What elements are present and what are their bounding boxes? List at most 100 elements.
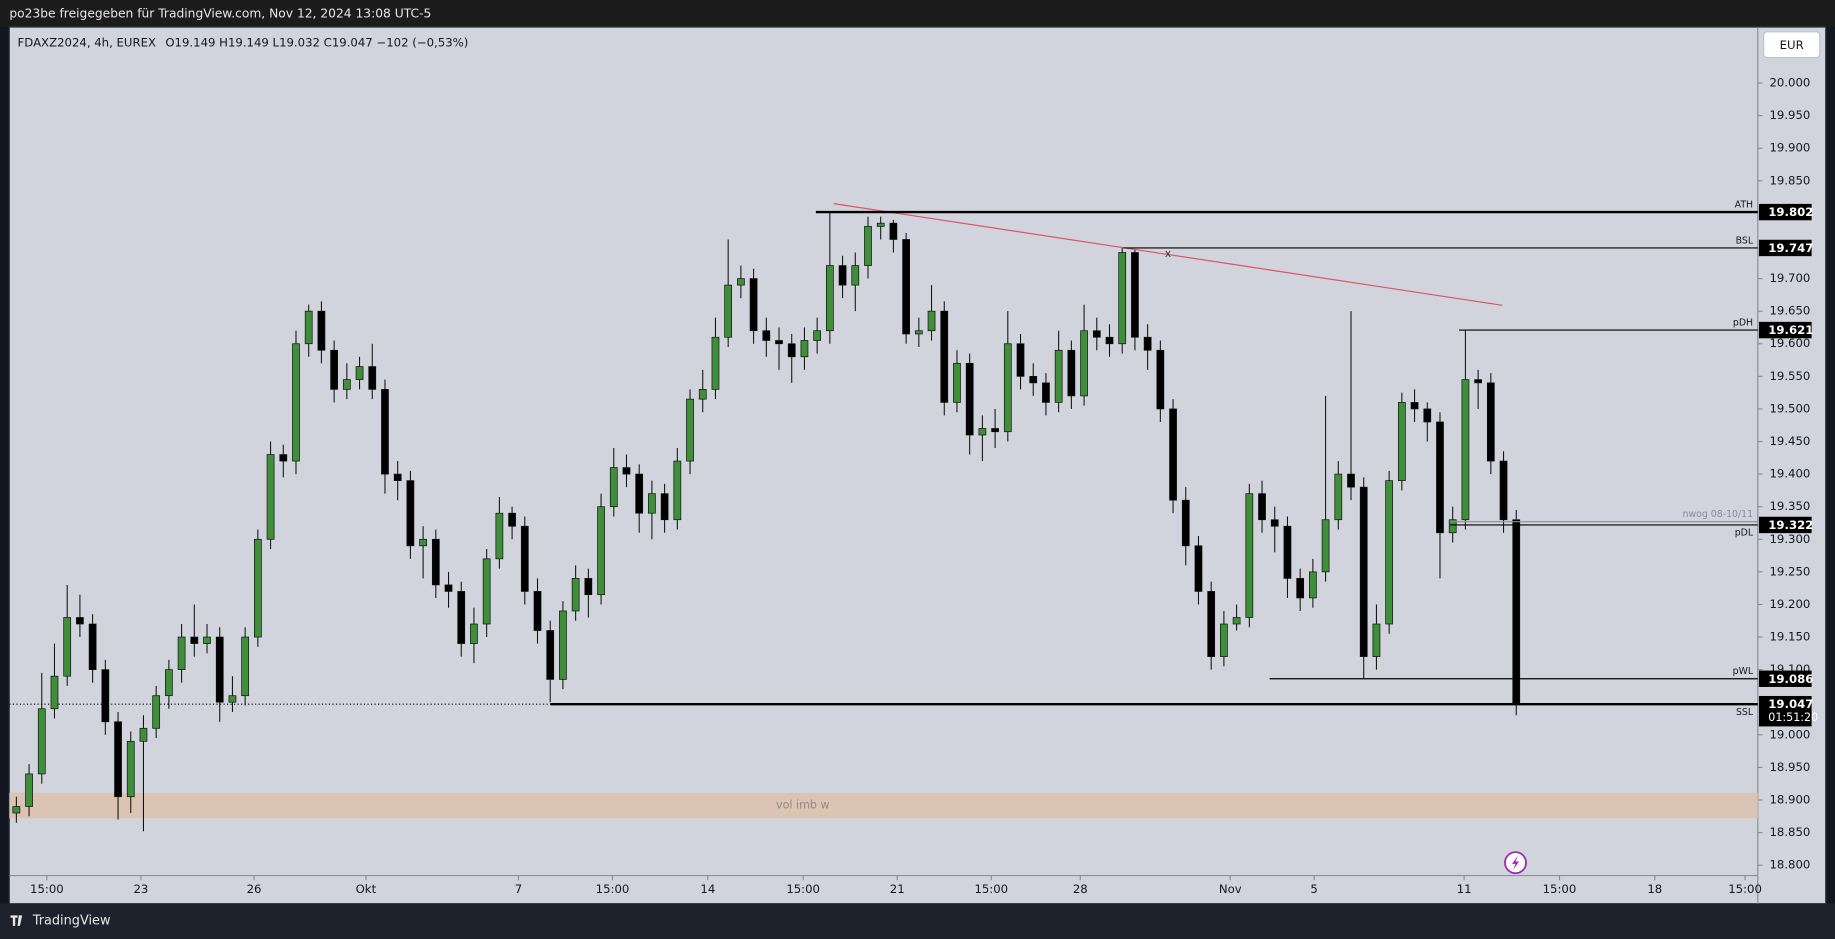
candle-body <box>597 506 605 596</box>
price-box-label: 19.621 <box>1768 323 1813 337</box>
candle-body <box>1359 486 1368 657</box>
candle-body <box>1486 382 1495 462</box>
x-tick-label: 15:00 <box>596 882 630 896</box>
candle-body <box>1448 519 1457 534</box>
y-tick-label: 19.250 <box>1769 564 1810 578</box>
candle-body <box>635 473 644 514</box>
candle-body <box>1296 578 1305 599</box>
candle-body <box>317 310 326 351</box>
candle-body <box>762 330 771 341</box>
candle-body <box>1003 343 1012 433</box>
x-tick-label: 23 <box>133 882 148 896</box>
candle-body <box>698 389 707 400</box>
price-box <box>1758 203 1812 221</box>
y-tick-label: 20.000 <box>1769 76 1810 90</box>
currency-button[interactable] <box>1763 31 1821 59</box>
candle-body <box>749 278 758 332</box>
candle-body <box>1067 349 1076 397</box>
candle-body <box>1309 571 1317 599</box>
candle-body <box>889 222 898 240</box>
candle-body <box>914 330 923 335</box>
y-tick-label: 19.300 <box>1769 532 1810 546</box>
candle-body <box>203 636 211 644</box>
candle-body <box>1321 519 1330 573</box>
level-name: pWL <box>1733 666 1754 677</box>
price-box <box>1758 321 1812 339</box>
candle-body <box>254 538 262 638</box>
candle-body <box>431 538 440 586</box>
candle-body <box>520 525 529 592</box>
candle-body <box>1245 493 1254 618</box>
x-tick-label: 18 <box>1647 882 1662 896</box>
zone <box>9 792 1758 819</box>
candle-body <box>1054 349 1063 403</box>
candle-body <box>673 460 682 521</box>
candle-body <box>546 630 555 680</box>
candle-body <box>25 773 33 807</box>
zone-label: vol imb w <box>776 799 830 812</box>
candle-body <box>953 362 961 403</box>
candle-body <box>1512 519 1521 705</box>
y-tick-label: 19.200 <box>1769 597 1810 611</box>
candle-body <box>381 389 389 475</box>
candle-body <box>609 467 618 508</box>
candle-body <box>152 695 161 729</box>
candle-body <box>851 265 860 286</box>
top-bar <box>0 0 1835 28</box>
x-tick-label: 15:00 <box>786 882 820 896</box>
x-tick-label: 15:00 <box>1543 882 1577 896</box>
x-tick-label: Nov <box>1219 882 1242 896</box>
level-name: BSL <box>1736 235 1754 246</box>
alert-bolt[interactable] <box>1512 855 1520 870</box>
candle-body <box>1118 252 1127 345</box>
candle-body <box>215 636 224 703</box>
candle-body <box>1270 519 1279 527</box>
candle-body <box>101 669 110 723</box>
y-tick-label: 19.000 <box>1769 727 1810 741</box>
candle-body <box>1016 343 1025 377</box>
y-tick-label: 19.450 <box>1769 434 1810 448</box>
candle-body <box>355 366 364 380</box>
candle-body <box>686 398 694 462</box>
candle-body <box>1397 402 1406 481</box>
candle-body <box>1410 402 1419 410</box>
candle-body <box>622 467 631 475</box>
candle-body <box>584 578 593 596</box>
symbol-legend: FDAXZ2024, 4h, EUREX O19.149 H19.149 L19.… <box>18 35 469 49</box>
candle-body <box>444 584 453 592</box>
x-tick-label: 28 <box>1073 882 1088 896</box>
candle-body <box>1143 336 1152 351</box>
candle-body <box>1131 252 1139 338</box>
y-tick-label: 19.950 <box>1769 108 1810 122</box>
x-tick-label: 15:00 <box>1728 882 1762 896</box>
candle-body <box>800 340 809 358</box>
price-box <box>1758 670 1812 687</box>
x-tick-label: 14 <box>700 882 715 896</box>
candle-body <box>864 226 872 266</box>
candle-body <box>559 610 567 680</box>
candle-body <box>88 623 97 670</box>
candle-body <box>737 278 745 286</box>
legend-symbol: FDAXZ2024, 4h, EUREX <box>18 35 156 49</box>
candle-body <box>787 343 796 358</box>
candle-body <box>902 239 910 335</box>
candle-body <box>1283 525 1292 579</box>
countdown: 01:51:20 <box>1768 711 1818 724</box>
candle-body <box>50 675 59 710</box>
candle-body <box>114 721 122 798</box>
level-name: pDH <box>1733 318 1753 329</box>
candle-body <box>1461 379 1470 521</box>
currency-label[interactable]: EUR <box>1780 38 1804 52</box>
candle-body <box>927 310 936 332</box>
candle-body <box>63 617 72 677</box>
candle-body <box>1220 623 1228 657</box>
x-tick-label: 15:00 <box>30 882 64 896</box>
price-box-label: 19.747 <box>1768 241 1813 255</box>
y-tick-label: 19.900 <box>1769 141 1810 155</box>
candle-body <box>406 480 415 547</box>
y-tick-label: 19.150 <box>1769 630 1810 644</box>
y-tick-label: 19.700 <box>1769 271 1810 285</box>
candle-body <box>165 669 173 697</box>
candle-body <box>1347 473 1355 488</box>
